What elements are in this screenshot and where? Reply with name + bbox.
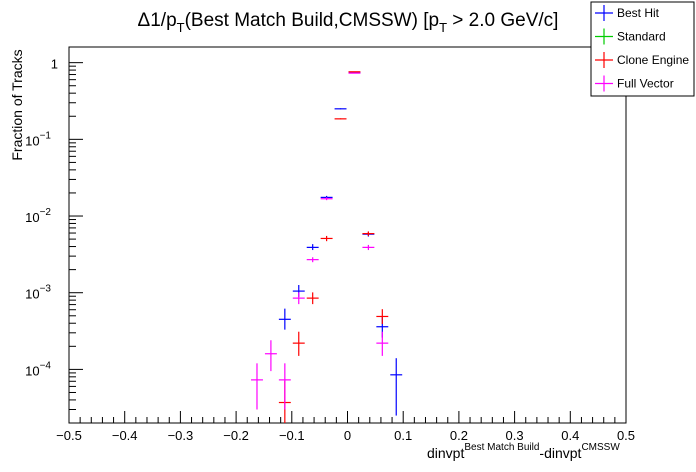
data-point: [292, 331, 305, 356]
chart-title: Δ1/pT(Best Match Build,CMSSW) [pT > 2.0 …: [138, 10, 559, 35]
data-point: [306, 244, 319, 251]
data-point: [376, 309, 389, 325]
data-point: [306, 292, 319, 305]
x-axis-title-base1: dinvpt: [427, 445, 464, 461]
data-point: [334, 108, 347, 110]
legend-box: [590, 1, 695, 97]
x-tick-label: 0.4: [561, 428, 579, 443]
x-tick-label: −0.4: [112, 428, 138, 443]
x-axis-ticks: −0.5 −0.4 −0.3 −0.2 −0.1 0 0.1 0.2 0.3 0.4 0.5: [56, 411, 635, 443]
chart-title-middle: (Best Match Build,CMSSW) [p: [185, 10, 439, 31]
x-tick-label: 0.3: [506, 428, 524, 443]
legend-label: Standard: [617, 30, 666, 44]
series-full-vector: [251, 72, 389, 410]
x-axis-title-base2: -dinvpt: [539, 445, 581, 461]
x-tick-label: −0.1: [279, 428, 305, 443]
chart-title-prefix: Δ1/p: [138, 10, 177, 31]
data-point: [264, 340, 277, 372]
data-point: [390, 358, 403, 416]
y-tick-label: 10−3: [25, 284, 51, 302]
y-axis-ticks: 1 10−1 10−2 10−3 10−4: [25, 57, 83, 424]
legend-label: Clone Engine: [617, 53, 689, 67]
x-axis-title-sup1: Best Match Build: [464, 442, 539, 453]
x-tick-label: −0.2: [223, 428, 249, 443]
legend-label: Best Hit: [617, 6, 660, 20]
data-point: [306, 257, 319, 263]
series-layer: [251, 71, 403, 423]
x-tick-label: 0: [344, 428, 351, 443]
data-point: [278, 363, 291, 410]
legend-entry: Full Vector: [595, 75, 674, 92]
legend: Best Hit Standard Clone Engine Full Vector: [590, 1, 695, 97]
chart-title-suffix: > 2.0 GeV/c]: [447, 10, 558, 31]
data-point: [376, 331, 389, 356]
y-tick-label: 1: [51, 57, 58, 72]
x-axis-title: dinvptBest Match Build-dinvptCMSSW: [427, 442, 620, 461]
data-point: [292, 292, 305, 305]
chart-title-sub2: T: [439, 20, 447, 35]
legend-label: Full Vector: [617, 77, 674, 91]
chart-title-sub1: T: [177, 20, 185, 35]
legend-entry: Standard: [595, 28, 666, 45]
y-tick-label: 10−1: [25, 130, 51, 148]
y-tick-label: 10−4: [25, 360, 51, 378]
legend-entries: Best Hit Standard Clone Engine Full Vector: [595, 5, 689, 92]
data-point: [251, 363, 263, 410]
legend-entry: Clone Engine: [595, 52, 689, 68]
x-tick-label: −0.5: [56, 428, 82, 443]
data-point: [362, 244, 375, 251]
data-point: [320, 235, 333, 242]
data-point: [320, 197, 333, 201]
y-axis-title: Fraction of Tracks: [9, 49, 25, 160]
x-tick-label: −0.3: [168, 428, 194, 443]
data-point: [334, 118, 347, 120]
x-axis-title-sup2: CMSSW: [581, 442, 620, 453]
y-tick-label: 10−2: [25, 207, 51, 225]
legend-entry: Best Hit: [595, 5, 660, 21]
x-tick-label: 0.2: [450, 428, 468, 443]
x-tick-label: 0.5: [617, 428, 635, 443]
data-point: [278, 308, 291, 330]
x-tick-label: 0.1: [394, 428, 412, 443]
data-point: [362, 231, 375, 236]
